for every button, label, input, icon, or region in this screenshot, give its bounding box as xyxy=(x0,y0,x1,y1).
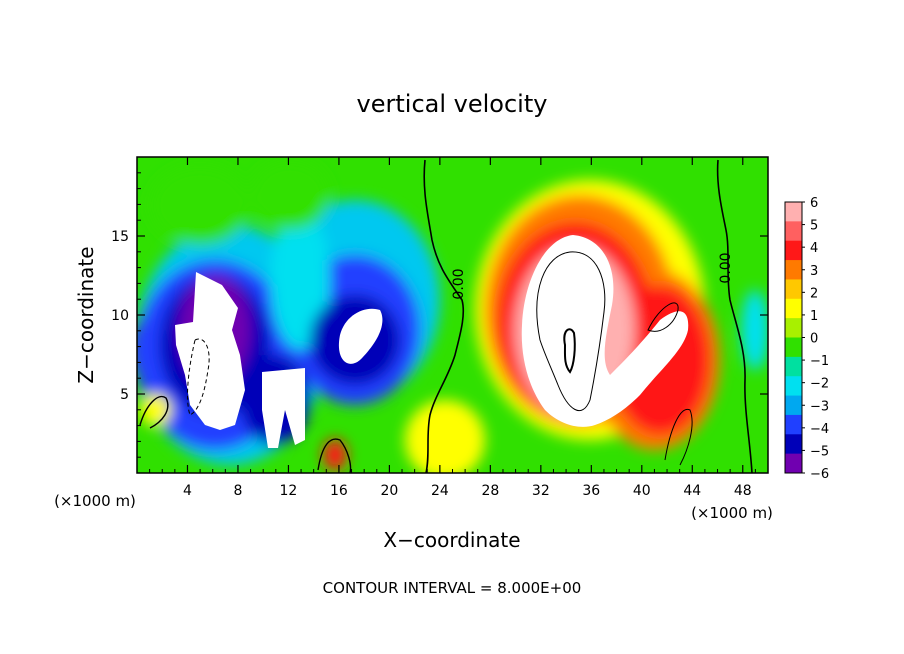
colorbar-label: −4 xyxy=(810,422,829,437)
x-axis-label: X−coordinate xyxy=(383,528,520,552)
colorbar-label: 6 xyxy=(810,196,818,211)
y-tick-label: 15 xyxy=(111,229,129,245)
contour-label-left: 0.00 xyxy=(451,268,467,299)
colorbar-label: 3 xyxy=(810,264,818,279)
x-tick-label: 20 xyxy=(380,483,398,499)
colorbar-label: 5 xyxy=(810,219,818,234)
colorbar-label: 4 xyxy=(810,241,818,256)
colorbar-label: 1 xyxy=(810,309,818,324)
colorbar-label: 0 xyxy=(810,332,818,347)
contour-updraft-core xyxy=(563,328,576,374)
colorbar-swatch xyxy=(785,376,802,397)
colorbar-swatch xyxy=(785,414,802,435)
downdraft-gap-cyan xyxy=(270,210,330,350)
x-tick-label: 12 xyxy=(280,483,298,499)
contour-interval-footer: CONTOUR INTERVAL = 8.000E+00 xyxy=(323,579,582,597)
x-tick-label: 40 xyxy=(633,483,651,499)
colorbar-swatch xyxy=(785,298,802,319)
contour-updraft-right xyxy=(647,302,679,332)
contour-small-left xyxy=(139,395,169,429)
colorbar-swatch xyxy=(785,453,802,474)
contour-lines xyxy=(139,159,753,473)
colorbar: 6 5 4 3 2 1 0 −1 −2 −3 −4 −5 −6 xyxy=(784,196,829,482)
heatmap-plot-area: 0.00 0.00 xyxy=(137,157,768,473)
colorbar-swatch xyxy=(785,279,802,300)
saturated-regions xyxy=(175,235,689,448)
upper-green-middle xyxy=(250,160,330,230)
x-unit-label-left: (×1000 m) xyxy=(54,492,136,510)
colorbar-label: 2 xyxy=(810,286,818,301)
x-tick-label: 4 xyxy=(183,483,192,499)
x-tick-label: 8 xyxy=(233,483,242,499)
colorbar-swatch xyxy=(785,260,802,280)
updraft-region-yellow-2 xyxy=(405,400,485,473)
x-tick-label: 36 xyxy=(582,483,600,499)
x-tick-label: 48 xyxy=(734,483,752,499)
colorbar-swatch xyxy=(785,318,802,338)
contour-label-right: 0.00 xyxy=(718,252,734,283)
chart-title: vertical velocity xyxy=(357,90,548,118)
saturated-downdraft-right xyxy=(338,308,383,364)
contour-updraft-bottom-right xyxy=(664,408,693,466)
colorbar-swatch xyxy=(785,221,802,242)
small-updraft-red xyxy=(323,439,347,471)
colorbar-swatch xyxy=(785,337,802,358)
contour-zero-right xyxy=(716,159,753,473)
colorbar-label: −6 xyxy=(810,467,829,482)
saturated-updraft-core xyxy=(521,235,689,427)
contour-zero-left xyxy=(423,159,465,473)
x-tick-label: 28 xyxy=(481,483,499,499)
x-unit-label-right: (×1000 m) xyxy=(691,504,773,522)
x-axis-ticks: 4 8 12 16 20 24 28 32 36 40 44 48 xyxy=(149,157,756,499)
colorbar-swatch xyxy=(785,434,802,455)
upper-green-left xyxy=(150,165,250,245)
colorbar-label: −5 xyxy=(810,444,829,459)
y-axis-ticks: 5 10 15 xyxy=(111,172,768,458)
x-tick-label: 44 xyxy=(683,483,701,499)
edge-cyan xyxy=(741,290,768,370)
saturated-downdraft-left xyxy=(175,272,245,430)
colorbar-swatch xyxy=(785,202,802,222)
colorbar-swatch xyxy=(785,356,802,377)
contour-downdraft-dashed xyxy=(187,338,210,416)
y-tick-label: 10 xyxy=(111,308,129,324)
contour-updraft-inner xyxy=(536,251,606,412)
saturated-downdraft-bottom xyxy=(262,368,305,448)
colorbar-label: −3 xyxy=(810,399,829,414)
y-tick-label: 5 xyxy=(120,387,129,403)
colorbar-label: −1 xyxy=(810,354,829,369)
colorbar-swatch xyxy=(785,240,802,261)
colorbar-label: −2 xyxy=(810,377,829,392)
colorbar-swatch xyxy=(785,395,802,416)
contour-small-bottom xyxy=(317,438,352,473)
x-tick-label: 16 xyxy=(330,483,348,499)
x-tick-label: 32 xyxy=(532,483,550,499)
y-axis-label: Z−coordinate xyxy=(74,246,98,383)
x-tick-label: 24 xyxy=(431,483,449,499)
